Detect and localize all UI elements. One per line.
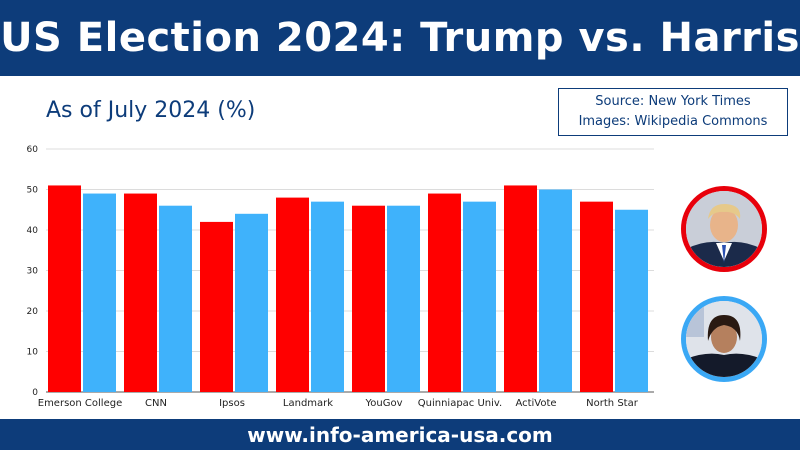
- trump-bar: [48, 185, 81, 392]
- harris-bar: [387, 205, 420, 392]
- trump-bar: [504, 185, 537, 392]
- harris-bar: [235, 213, 268, 392]
- source-box: Source: New York Times Images: Wikipedia…: [558, 88, 788, 136]
- trump-bar: [200, 221, 233, 392]
- y-tick-label: 40: [27, 226, 39, 236]
- x-category-label: Quinniapac Univ.: [418, 398, 502, 409]
- footer-banner: www.info-america-usa.com: [0, 419, 800, 450]
- x-category-label: Landmark: [283, 398, 333, 409]
- x-category-label: ActiVote: [515, 398, 556, 409]
- harris-portrait: [681, 296, 767, 382]
- harris-bar: [311, 201, 344, 392]
- images-credit-line: Images: Wikipedia Commons: [578, 114, 768, 129]
- harris-bar: [83, 193, 116, 392]
- trump-bar: [580, 201, 613, 392]
- trump-bar: [352, 205, 385, 392]
- x-category-label: CNN: [145, 398, 167, 409]
- x-category-label: North Star: [586, 398, 639, 409]
- trump-bar: [124, 193, 157, 392]
- x-category-label: Ipsos: [219, 398, 245, 409]
- y-tick-label: 0: [32, 388, 38, 398]
- source-line: Source: New York Times: [595, 94, 751, 109]
- trump-bar: [276, 197, 309, 392]
- y-tick-label: 60: [27, 145, 39, 155]
- y-tick-label: 10: [27, 348, 39, 358]
- y-tick-label: 30: [27, 267, 39, 277]
- header-banner: US Election 2024: Trump vs. Harris: [0, 0, 800, 76]
- x-category-label: Emerson College: [38, 398, 122, 409]
- x-category-label: YouGov: [364, 398, 402, 409]
- harris-bar: [463, 201, 496, 392]
- footer-url: www.info-america-usa.com: [247, 422, 553, 447]
- trump-portrait-image: [686, 191, 762, 267]
- y-tick-label: 50: [27, 186, 39, 196]
- trump-portrait: [681, 186, 767, 272]
- harris-portrait-image: [686, 301, 762, 377]
- y-tick-label: 20: [27, 307, 39, 317]
- trump-bar: [428, 193, 461, 392]
- harris-bar: [539, 189, 572, 392]
- chart-subtitle: As of July 2024 (%): [46, 98, 256, 123]
- harris-bar: [159, 205, 192, 392]
- poll-bar-chart: 0 10 20 30 40 50 60 Emerson College CNN Ipsos Land…: [27, 145, 654, 409]
- page-title: US Election 2024: Trump vs. Harris: [0, 15, 800, 61]
- harris-bar: [615, 209, 648, 392]
